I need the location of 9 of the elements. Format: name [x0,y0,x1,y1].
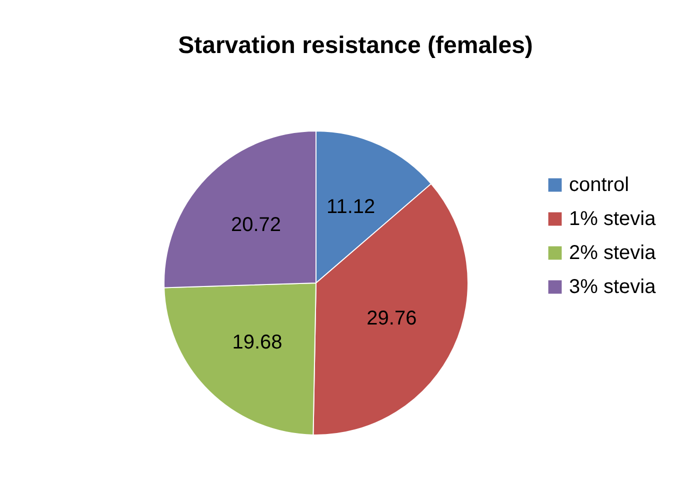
data-label: 20.72 [230,214,282,236]
legend-label: control [569,174,630,196]
legend-label: 2% stevia [569,242,657,264]
chart-title: Starvation resistance (females) [178,32,533,59]
data-label: 19.68 [232,331,282,354]
data-label: 11.12 [326,196,376,218]
legend-label: 1% stevia [569,208,657,230]
legend-label: 3% stevia [569,276,657,298]
data-label: 29.76 [366,308,417,330]
